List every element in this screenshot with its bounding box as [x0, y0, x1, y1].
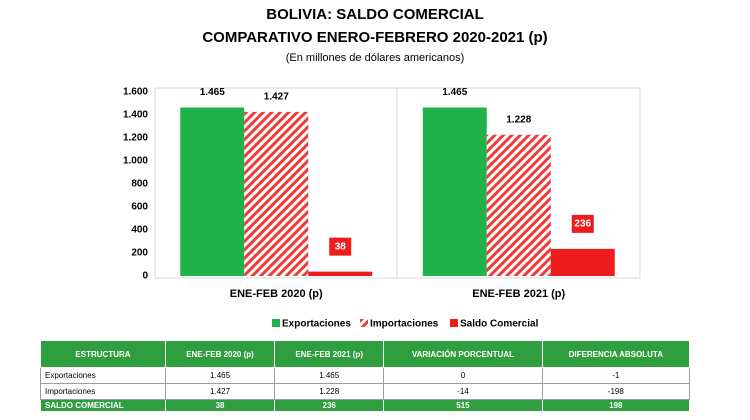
x-tick-label: ENE-FEB 2020 (p): [230, 288, 323, 300]
table-cell: 198: [541, 399, 691, 412]
header-cell: ENE-FEB 2021 (p): [274, 340, 385, 368]
value-label: 1.465: [442, 87, 467, 98]
value-label-box: [571, 214, 594, 233]
value-label-box: [329, 237, 352, 256]
y-tick-label: 400: [131, 225, 148, 236]
value-label: 236: [574, 219, 591, 230]
y-tick-label: 1.200: [123, 133, 148, 144]
chart-title: BOLIVIA: SALDO COMERCIAL: [266, 6, 484, 23]
table-cell: Exportaciones: [40, 367, 166, 384]
table-row: Importaciones 1.427 1.228 -14 -198: [40, 383, 691, 400]
table-total-row: SALDO COMERCIAL 38 236 515 198: [40, 399, 691, 412]
summary-table: ESTRUCTURA ENE-FEB 2020 (p) ENE-FEB 2021 (…: [40, 340, 691, 412]
table-cell: 1.465: [164, 367, 276, 384]
panel: [396, 87, 641, 279]
table-row: Exportaciones 1.465 1.465 0 -1: [40, 367, 691, 384]
x-tick-label: ENE-FEB 2021 (p): [472, 288, 565, 300]
table-cell: 1.228: [274, 383, 385, 400]
legend-swatch: [272, 319, 280, 327]
header-cell: DIFERENCIA ABSOLUTA: [541, 340, 691, 368]
y-tick-label: 1.600: [123, 87, 148, 98]
header-cell: ENE-FEB 2020 (p): [164, 340, 276, 368]
y-tick-label: 800: [131, 179, 148, 190]
table-cell: 515: [383, 399, 543, 412]
bar: [180, 107, 245, 277]
table-cell: 1.465: [274, 367, 385, 384]
y-tick-label: 1.400: [123, 110, 148, 121]
value-label: 1.427: [264, 92, 289, 103]
table-cell: -198: [541, 383, 691, 400]
value-label: 38: [335, 241, 347, 252]
units-note: (En millones de dólares americanos): [286, 52, 465, 64]
table-cell: 1.427: [164, 383, 276, 400]
legend-label: Importaciones: [370, 319, 439, 330]
legend-label: Saldo Comercial: [460, 319, 539, 330]
legend-swatch: [450, 319, 458, 327]
table-cell: SALDO COMERCIAL: [40, 399, 166, 412]
bar: [486, 134, 551, 276]
bar: [422, 107, 487, 277]
chart-subtitle: COMPARATIVO ENERO-FEBRERO 2020-2021 (p): [202, 29, 547, 46]
value-label: 1.228: [506, 114, 531, 125]
table-cell: 38: [164, 399, 276, 412]
y-tick-label: 0: [142, 271, 148, 282]
legend-swatch: [360, 319, 368, 327]
table-header: ESTRUCTURA ENE-FEB 2020 (p) ENE-FEB 2021 (…: [40, 340, 691, 368]
table-cell: -14: [383, 383, 543, 400]
table-cell: Importaciones: [40, 383, 166, 400]
bar: [550, 248, 615, 276]
bar: [244, 111, 309, 277]
y-tick-label: 200: [131, 248, 148, 259]
table-body: Exportaciones 1.465 1.465 0 -1 Importaciones 1…: [40, 367, 691, 412]
header-cell: VARIACIÓN PORCENTUAL: [383, 340, 543, 368]
legend-label: Exportaciones: [282, 319, 351, 330]
y-tick-label: 600: [131, 202, 148, 213]
header-cell: ESTRUCTURA: [40, 340, 166, 368]
chart: BOLIVIA: SALDO COMERCIAL COMPARATIVO ENE…: [123, 6, 641, 330]
value-label: 1.465: [200, 87, 225, 98]
table-cell: 0: [383, 367, 543, 384]
y-tick-label: 1.000: [123, 156, 148, 167]
table-cell: -1: [541, 367, 691, 384]
table-cell: 236: [274, 399, 385, 412]
bar: [308, 271, 373, 276]
